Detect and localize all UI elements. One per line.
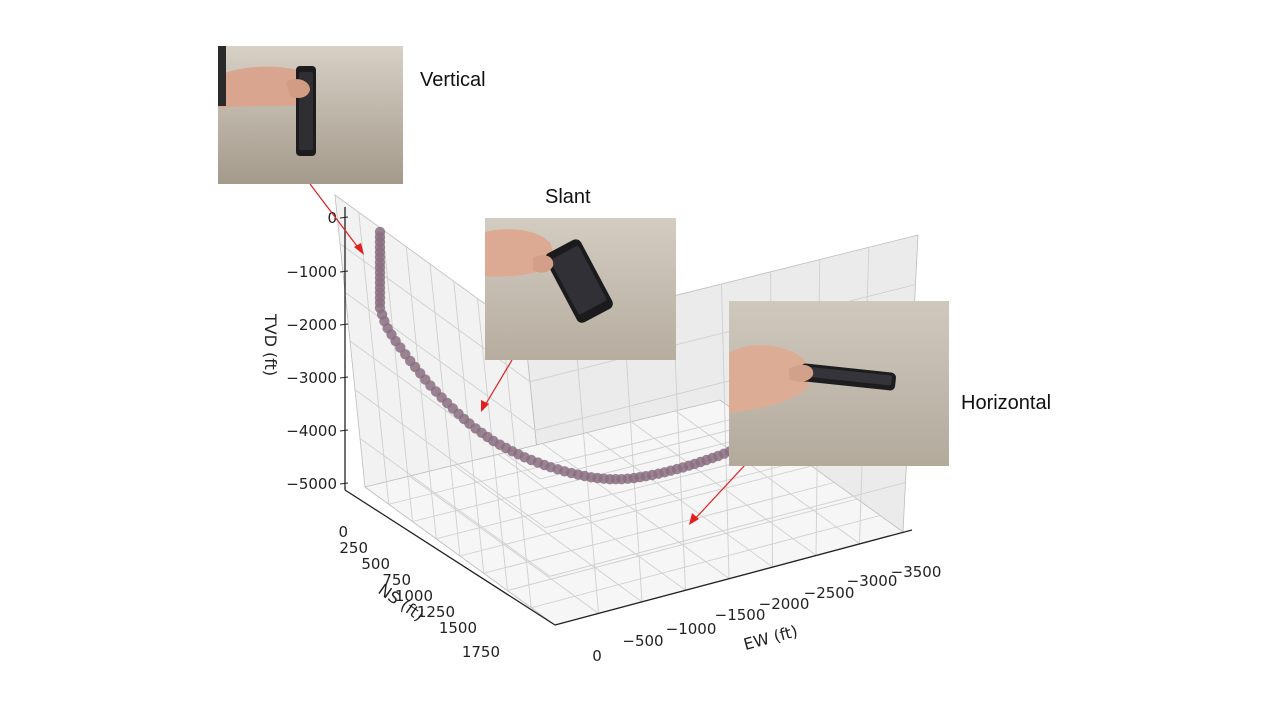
- vertical-arrow: [309, 183, 364, 255]
- slant-label: Slant: [545, 186, 591, 208]
- tick-mark: [339, 429, 349, 432]
- ew-tick-label: −1500: [715, 606, 766, 624]
- slant-phone-photo: [485, 218, 676, 360]
- ew-tick-label: −500: [622, 632, 663, 650]
- vertical-phone-photo: [218, 46, 403, 184]
- gridline: [586, 432, 773, 568]
- gridline: [549, 482, 906, 577]
- tvd-tick-label: 0: [327, 209, 337, 227]
- ew-tick-label: −3000: [847, 572, 898, 590]
- ns-tick-label: 250: [339, 539, 368, 557]
- ns-tick-label: 500: [361, 555, 390, 573]
- tvd-tick-label: −4000: [286, 422, 337, 440]
- ew-axis-line: [554, 529, 913, 626]
- ew-tick-label: −2500: [804, 584, 855, 602]
- horizontal-arrow: [689, 464, 746, 525]
- ns-tick-label: 0: [338, 523, 348, 541]
- gridline: [497, 454, 686, 591]
- tvd-tick-label: −5000: [286, 475, 337, 493]
- ew-tick-label: 0: [592, 647, 602, 665]
- tvd-tick-label: −2000: [286, 316, 337, 334]
- ns-tick-label: 1750: [462, 643, 500, 661]
- tick-mark: [339, 482, 349, 485]
- gridline: [344, 291, 536, 431]
- tick-mark: [339, 216, 349, 219]
- gridline: [409, 475, 599, 614]
- gridline: [359, 437, 551, 577]
- tvd-tick-label: −3000: [286, 369, 337, 387]
- tvd-axis-label: TVD (ft): [261, 313, 280, 376]
- vertical-label: Vertical: [420, 69, 486, 91]
- slant-arrow: [481, 359, 513, 412]
- ew-axis-label: EW (ft): [741, 621, 799, 654]
- ns-tick-label: 1500: [439, 619, 477, 637]
- ew-ticks: 0 −500−1000−1500−2000−2500−3000−3500: [592, 563, 941, 665]
- ns-tick-label: 750: [382, 571, 411, 589]
- tick-mark: [339, 323, 349, 326]
- ns-axis-line: [344, 489, 556, 626]
- gridline: [453, 464, 643, 603]
- tvd-ticks: 0 −1000 −2000 −3000 −4000 −5000: [286, 209, 349, 493]
- ns-tick-label: 1000: [395, 587, 433, 605]
- ew-tick-label: −1000: [666, 620, 717, 638]
- tick-mark: [339, 376, 349, 379]
- gridline: [542, 443, 730, 579]
- horizontal-label: Horizontal: [961, 392, 1052, 414]
- gridline: [349, 340, 541, 480]
- ew-tick-label: −3500: [891, 563, 942, 581]
- gridline: [675, 410, 860, 544]
- gridline: [354, 389, 546, 529]
- tvd-tick-label: −1000: [286, 263, 337, 281]
- ew-tick-label: −2000: [759, 595, 810, 613]
- gridline: [529, 284, 916, 383]
- horizontal-phone-photo: [729, 301, 949, 466]
- tick-mark: [339, 270, 349, 273]
- ns-tick-label: 1250: [417, 603, 455, 621]
